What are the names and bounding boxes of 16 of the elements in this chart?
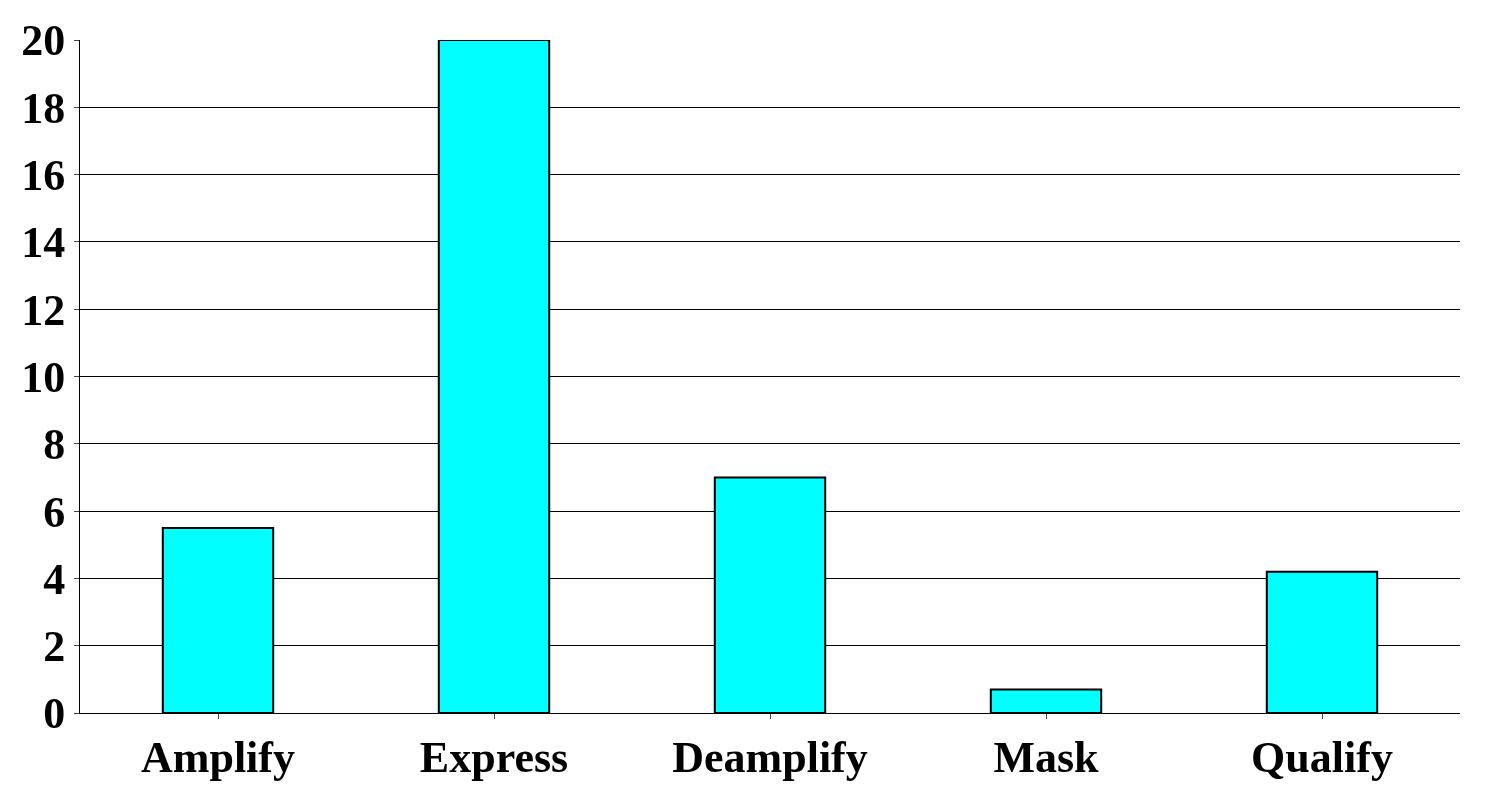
y-tick-label: 16 — [21, 151, 66, 200]
y-tick-label: 8 — [43, 420, 66, 470]
x-tick-label: Qualify — [1251, 732, 1393, 782]
x-tick-label: Deamplify — [672, 732, 868, 782]
x-tick-label: Express — [419, 732, 569, 782]
y-tick-label: 2 — [43, 622, 66, 672]
y-tick-label: 14 — [21, 218, 66, 268]
x-tick-label: Amplify — [141, 732, 295, 782]
y-tick-label: 6 — [43, 487, 66, 537]
y-tick-label: 4 — [43, 554, 66, 604]
y-tick-label: 0 — [43, 689, 66, 739]
y-tick-label: 18 — [21, 83, 66, 133]
x-tick-label: Mask — [993, 732, 1100, 782]
y-tick-label: 20 — [21, 16, 66, 66]
y-tick-label: 10 — [21, 352, 66, 402]
y-tick-label: 12 — [21, 285, 66, 335]
